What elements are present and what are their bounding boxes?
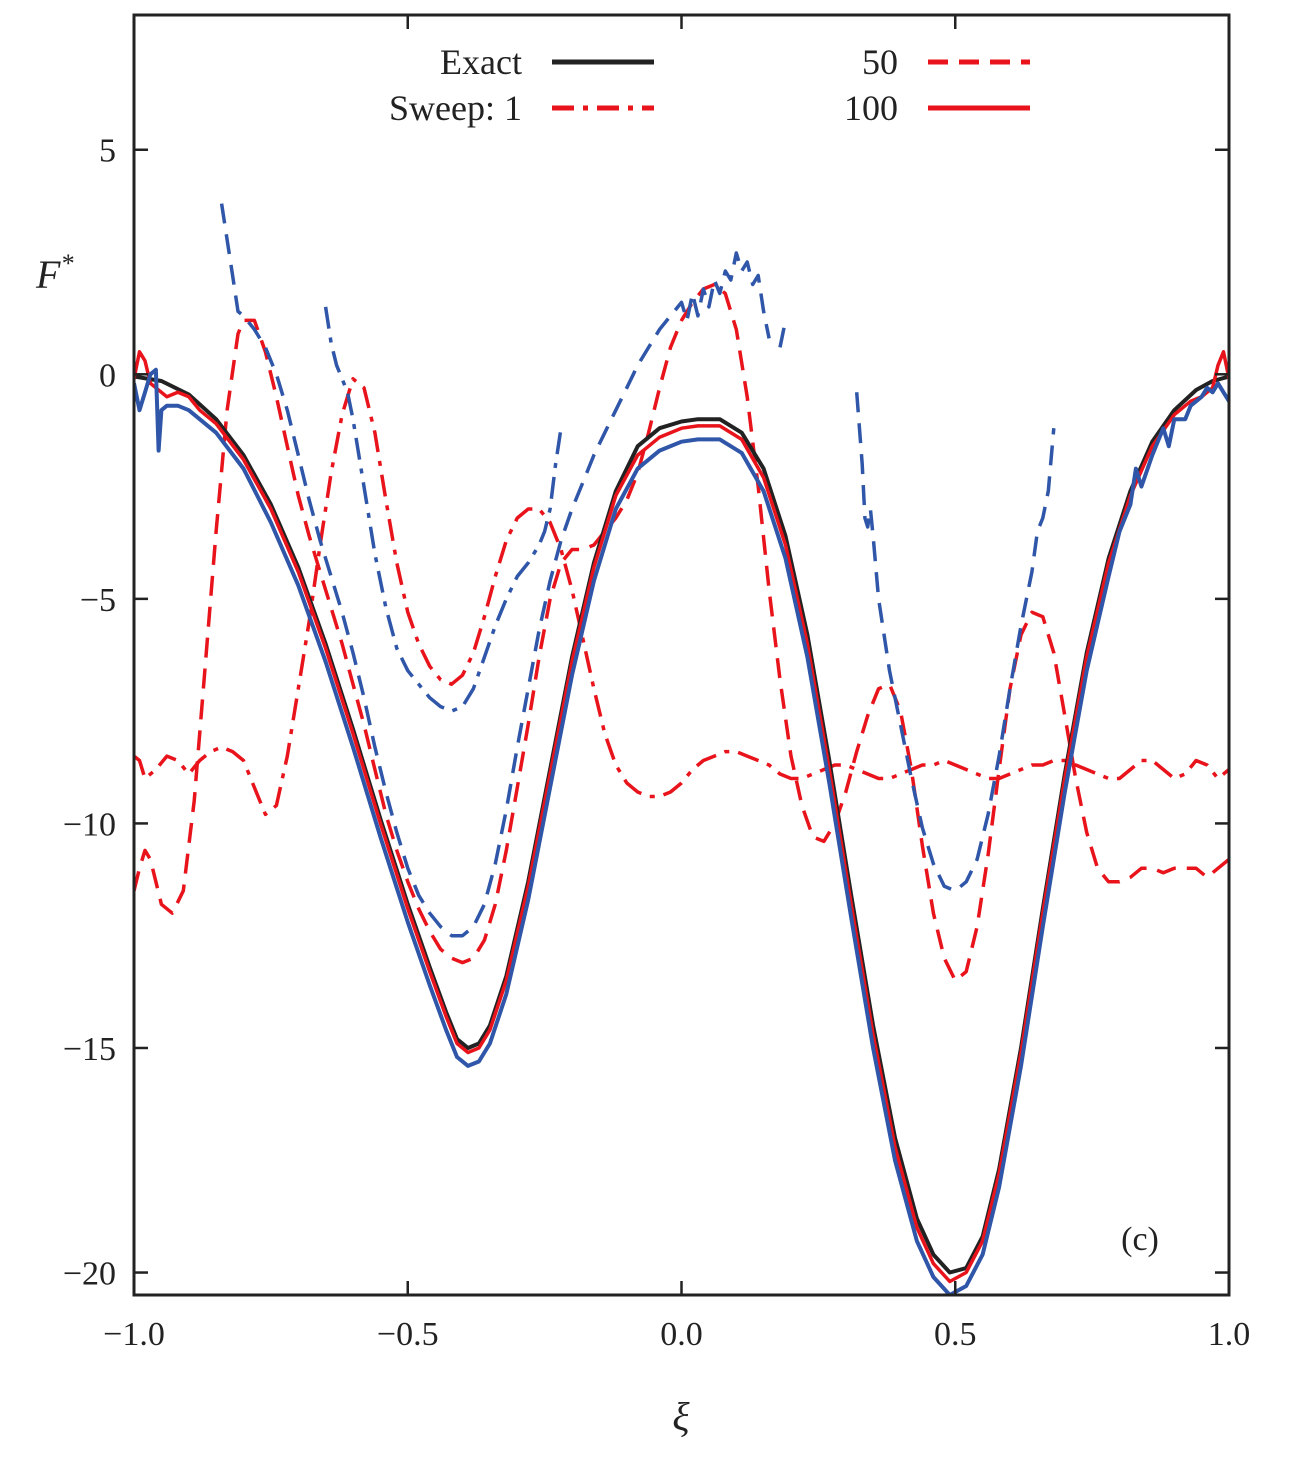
panel-label: (c) (1121, 1221, 1159, 1258)
x-tick-label: −0.5 (377, 1316, 439, 1353)
y-tick-label: −15 (63, 1031, 116, 1068)
ticks-layer: −1.0 −0.5 0.0 0.5 1.050−5−10−15−20 (63, 15, 1250, 1353)
series-line-50-blue-1 (778, 320, 788, 348)
series-line-50-red-0 (134, 282, 1229, 983)
series-line-sweep-1-red-0 (134, 377, 1229, 817)
plot-frame (132, 13, 1231, 1297)
series-50-red (134, 282, 1229, 983)
series-100-red (134, 350, 1229, 1284)
legend-label: Sweep: 1 (389, 88, 522, 128)
y-tick-label: 5 (99, 133, 116, 170)
x-tick-label: 0.0 (660, 1316, 703, 1353)
legend-entry-sweep-1: Sweep: 1 (389, 88, 654, 128)
legend-label: 100 (844, 88, 898, 128)
x-axis-title: ξ (672, 1394, 690, 1439)
y-tick-label: −10 (63, 806, 116, 843)
legend-label: Exact (440, 42, 522, 82)
legend-entry-exact: Exact (440, 42, 654, 82)
series-line-sweep-1-blue-0 (323, 306, 563, 713)
series-layer (134, 203, 1229, 1295)
y-axis-title-main: F (35, 252, 61, 297)
y-tick-label: −20 (63, 1256, 116, 1293)
series-line-50-blue-0 (219, 203, 771, 938)
legend-entry-100: 100 (844, 88, 1030, 128)
y-axis-title-superscript: * (60, 249, 73, 278)
y-axis-title: F* (35, 249, 73, 297)
x-tick-label: −1.0 (103, 1316, 165, 1353)
x-tick-label: 1.0 (1208, 1316, 1251, 1353)
series-50-blue (219, 203, 1056, 938)
y-tick-label: 0 (99, 357, 116, 394)
legend: Exact Sweep: 1 50 100 (389, 42, 1030, 128)
series-line-100-red-0 (134, 350, 1229, 1284)
x-tick-label: 0.5 (934, 1316, 977, 1353)
series-100-blue (134, 367, 1229, 1295)
series-sweep-1-blue (323, 306, 563, 713)
series-sweep-1-red (134, 377, 1229, 817)
y-tick-label: −5 (80, 582, 116, 619)
series-line-50-blue-2 (854, 392, 1056, 893)
legend-entry-50: 50 (862, 42, 1030, 82)
series-line-100-blue-0 (134, 367, 1229, 1295)
legend-label: 50 (862, 42, 898, 82)
